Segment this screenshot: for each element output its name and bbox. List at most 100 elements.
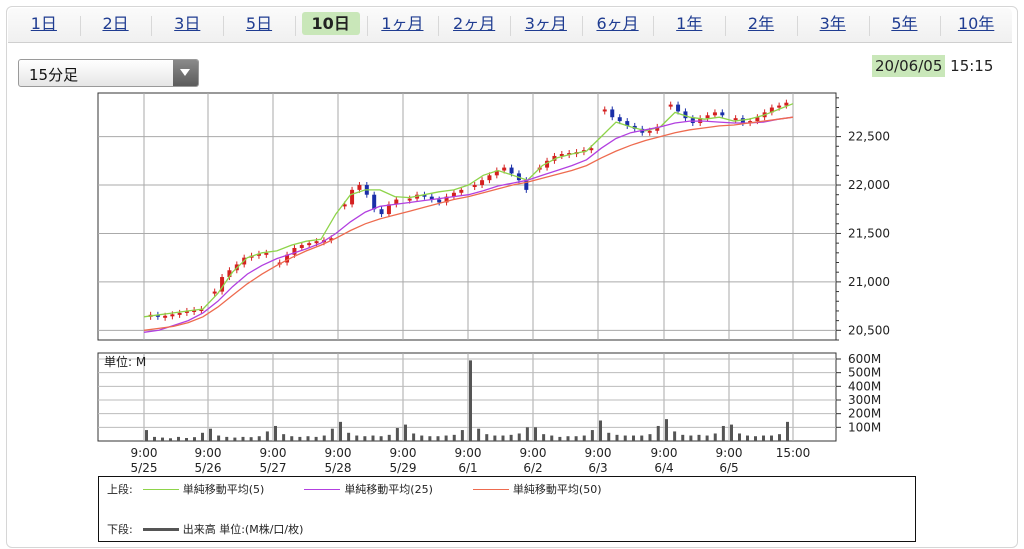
legend-row-lower: 下段: 出来高 単位:(M株/口/枚) — [107, 521, 303, 537]
volume-bar — [509, 434, 513, 441]
x-tick-date: 5/26 — [195, 461, 222, 475]
volume-bar — [501, 435, 505, 441]
volume-bar — [452, 434, 456, 441]
volume-bar — [615, 434, 619, 441]
volume-tick-label: 200M — [848, 407, 881, 421]
tab-label: 5年 — [891, 14, 918, 33]
sma5-line — [143, 103, 794, 318]
chart-panel — [6, 6, 1018, 548]
candle-body — [177, 312, 182, 315]
volume-tick-label: 500M — [848, 366, 881, 380]
volume-bar — [395, 428, 399, 441]
volume-bar — [363, 436, 367, 441]
candle-body — [307, 243, 312, 246]
x-tick-date: 6/3 — [588, 461, 607, 475]
x-tick-time: 9:00 — [585, 446, 612, 460]
volume-bar — [233, 437, 237, 441]
volume-bar — [738, 433, 741, 441]
legend-lower-label: 下段: — [107, 523, 133, 536]
volume-bar — [673, 431, 677, 441]
candle-body — [559, 154, 564, 157]
volume-bar — [217, 435, 221, 441]
legend-row-upper: 上段: 単純移動平均(5) 単純移動平均(25) 単純移動平均(50) — [107, 481, 602, 497]
volume-bar — [730, 424, 733, 441]
tab-period-1[interactable]: 2日 — [80, 8, 152, 42]
date-value: 20/06/05 — [872, 55, 946, 77]
volume-bar — [517, 433, 521, 441]
volume-bar — [265, 431, 269, 441]
candle-body — [192, 309, 197, 312]
volume-bar — [347, 432, 351, 441]
tab-period-2[interactable]: 3日 — [151, 8, 223, 42]
volume-unit-label: 単位: M — [104, 354, 146, 369]
price-tick-label: 21,500 — [848, 226, 890, 240]
volume-bar — [241, 436, 245, 441]
volume-bar — [778, 434, 781, 441]
tab-period-4[interactable]: 10日 — [295, 8, 367, 42]
x-tick-date: 6/4 — [654, 461, 673, 475]
volume-bar — [713, 433, 717, 441]
tab-period-13[interactable]: 10年 — [940, 8, 1012, 42]
tab-label: 5日 — [245, 14, 273, 33]
volume-bar — [681, 434, 685, 441]
tab-period-9[interactable]: 1年 — [653, 8, 725, 42]
volume-tick-label: 600M — [848, 352, 881, 366]
x-tick-date: 5/25 — [131, 461, 158, 475]
tab-label: 3日 — [174, 14, 201, 33]
candle-body — [748, 121, 753, 124]
volume-bar — [525, 427, 529, 441]
legend-sma50-label: 単純移動平均(50) — [512, 483, 602, 496]
tab-period-0[interactable]: 1日 — [8, 8, 80, 42]
tab-label: 2日 — [102, 14, 129, 33]
volume-bar — [201, 432, 204, 441]
candle-body — [386, 204, 391, 215]
tab-period-5[interactable]: 1ヶ月 — [367, 8, 439, 42]
candle-body — [422, 194, 427, 197]
tab-divider — [725, 16, 727, 36]
triangle-down-icon[interactable] — [173, 60, 198, 86]
tab-period-3[interactable]: 5日 — [223, 8, 295, 42]
volume-bar — [656, 425, 660, 441]
price-tick-label: 22,000 — [848, 178, 890, 192]
legend-volume-label: 出来高 単位:(M株/口/枚) — [182, 523, 304, 536]
sma25-swatch — [304, 488, 341, 490]
x-tick-time: 9:00 — [520, 446, 547, 460]
tab-period-10[interactable]: 2年 — [725, 8, 797, 42]
tab-divider — [868, 16, 870, 36]
tab-label: 1日 — [30, 14, 57, 33]
volume-bar — [469, 360, 472, 441]
tab-period-6[interactable]: 2ヶ月 — [438, 8, 510, 42]
tab-period-8[interactable]: 6ヶ月 — [582, 8, 654, 42]
volume-bar — [770, 435, 773, 441]
volume-bar — [444, 435, 448, 441]
tab-period-12[interactable]: 5年 — [869, 8, 941, 42]
candle-body — [264, 252, 269, 255]
candle-body — [227, 270, 232, 278]
volume-bar — [145, 430, 148, 441]
tab-divider — [366, 16, 368, 36]
tab-period-11[interactable]: 3年 — [797, 8, 869, 42]
x-tick-time: 9:00 — [131, 446, 158, 460]
tab-divider — [438, 16, 440, 36]
tab-divider — [940, 16, 942, 36]
interval-select[interactable]: 15分足 — [18, 59, 199, 87]
tab-divider — [510, 16, 511, 36]
volume-bar — [550, 435, 554, 441]
candle-body — [494, 170, 499, 176]
candle-body — [285, 254, 290, 263]
volume-bar — [640, 435, 644, 441]
volume-bar — [428, 436, 432, 441]
tab-divider — [581, 16, 583, 36]
candle-body — [163, 315, 168, 318]
candle-body — [220, 277, 225, 292]
tab-divider — [653, 16, 655, 36]
candle-body — [459, 189, 464, 193]
volume-bar — [762, 435, 765, 441]
candle-body — [668, 104, 673, 107]
volume-bar — [436, 436, 440, 441]
candle-body — [437, 199, 442, 203]
volume-bar — [169, 438, 172, 441]
tab-period-7[interactable]: 3ヶ月 — [510, 8, 582, 42]
volume-bar — [705, 435, 709, 441]
